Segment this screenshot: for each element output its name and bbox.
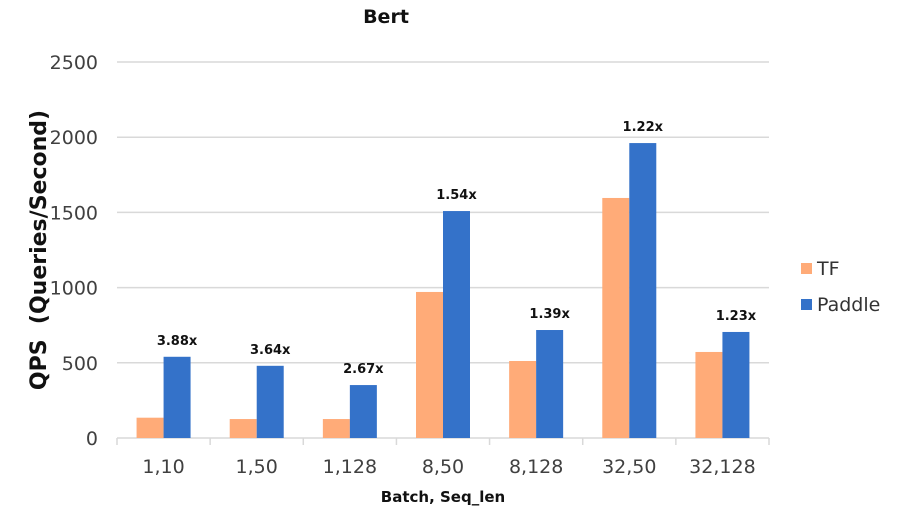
x-tick-label: 32,128 — [689, 456, 755, 478]
y-tick-label: 0 — [86, 428, 98, 450]
bar-tf — [229, 419, 257, 438]
speedup-label: 1.23x — [716, 309, 757, 324]
legend-label: Paddle — [817, 294, 880, 316]
bar-tf — [136, 417, 164, 438]
bar-paddle — [163, 356, 191, 438]
x-tick-label: 8,128 — [509, 456, 563, 478]
y-tick-label: 500 — [62, 353, 98, 375]
speedup-label: 3.64x — [250, 343, 291, 358]
speedup-label: 1.22x — [623, 120, 664, 135]
x-tick-label: 1,128 — [323, 456, 377, 478]
y-axis-label: QPS (Queries/Second) — [27, 110, 52, 390]
bar-paddle — [443, 211, 470, 438]
bar-tf — [509, 360, 537, 438]
legend-label: TF — [816, 258, 840, 280]
x-tick-label: 1,50 — [236, 456, 278, 478]
bar-paddle — [349, 385, 377, 438]
bar-tf — [695, 351, 723, 438]
bar-paddle — [722, 331, 750, 438]
y-tick-label: 1500 — [50, 202, 98, 224]
x-tick-label: 32,50 — [602, 456, 656, 478]
speedup-label: 2.67x — [343, 362, 384, 377]
y-tick-label: 2000 — [50, 127, 98, 149]
y-tick-label: 2500 — [50, 52, 98, 74]
legend-swatch — [801, 299, 812, 310]
bar-tf — [322, 419, 350, 438]
x-tick-label: 8,50 — [422, 456, 464, 478]
bar-paddle — [536, 330, 564, 438]
bar-paddle — [256, 365, 284, 438]
bar-tf — [602, 197, 630, 438]
bar-paddle — [629, 143, 657, 438]
speedup-label: 1.54x — [436, 188, 477, 203]
bar-tf — [416, 291, 443, 438]
speedup-label: 1.39x — [529, 307, 570, 322]
x-axis-label: Batch, Seq_len — [381, 488, 505, 506]
speedup-label: 3.88x — [157, 334, 198, 349]
y-tick-label: 1000 — [50, 278, 98, 300]
chart-title: Bert — [363, 6, 409, 28]
legend-swatch — [801, 263, 812, 274]
x-tick-label: 1,10 — [142, 456, 184, 478]
